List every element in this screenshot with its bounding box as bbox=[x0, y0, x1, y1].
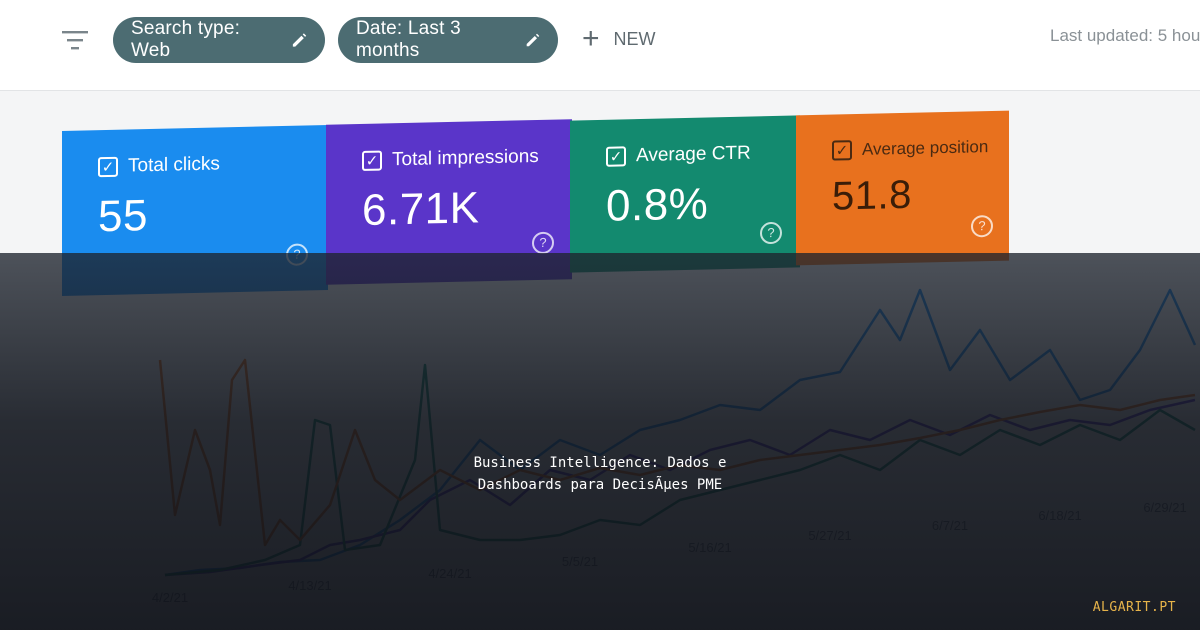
new-filter-button[interactable]: + NEW bbox=[582, 24, 656, 54]
metric-label: Average position bbox=[862, 137, 989, 159]
toolbar: Search type: Web Date: Last 3 months + N… bbox=[0, 0, 1200, 91]
plus-icon: + bbox=[582, 22, 600, 55]
metric-card-header: ✓ Average CTR bbox=[606, 141, 800, 167]
metric-value: 55 bbox=[98, 191, 148, 242]
metric-card-header: ✓ Average position bbox=[832, 137, 1009, 161]
checkbox-icon[interactable]: ✓ bbox=[606, 146, 626, 167]
date-chip[interactable]: Date: Last 3 months bbox=[338, 17, 558, 63]
headline-line-2: Dashboards para DecisÃµes PME bbox=[477, 477, 723, 493]
pencil-icon bbox=[292, 33, 307, 47]
metric-card-average-position[interactable]: ✓ Average position 51.8 ? bbox=[796, 110, 1009, 266]
last-updated-text: Last updated: 5 hours bbox=[1050, 26, 1200, 45]
help-icon: ? bbox=[971, 214, 993, 238]
search-type-chip[interactable]: Search type: Web bbox=[113, 17, 325, 63]
metric-label: Average CTR bbox=[636, 142, 751, 167]
metric-value: 51.8 bbox=[832, 172, 912, 219]
filter-icon[interactable] bbox=[60, 28, 90, 52]
search-type-chip-label: Search type: Web bbox=[131, 18, 241, 61]
pencil-icon bbox=[526, 33, 540, 47]
date-chip-label: Date: Last 3 months bbox=[356, 18, 461, 61]
help-icon[interactable]: ? bbox=[760, 221, 782, 245]
metric-label: Total impressions bbox=[392, 145, 539, 171]
headline-line-1: Business Intelligence: Dados e bbox=[473, 455, 727, 471]
metric-value: 6.71K bbox=[362, 183, 480, 235]
metric-card-average-ctr[interactable]: ✓ Average CTR 0.8% ? bbox=[570, 115, 800, 273]
checkbox-icon[interactable]: ✓ bbox=[362, 150, 382, 171]
dark-overlay bbox=[0, 253, 1200, 630]
new-filter-label: NEW bbox=[613, 28, 656, 49]
metric-card-header: ✓ Total clicks bbox=[98, 151, 328, 178]
help-icon[interactable]: ? bbox=[532, 231, 554, 255]
article-headline: Business Intelligence: Dados e Dashboard… bbox=[300, 452, 900, 496]
checkbox-icon[interactable]: ✓ bbox=[832, 140, 852, 161]
brand-logo-text: ALGARIT.PT bbox=[1092, 600, 1176, 615]
metric-label: Total clicks bbox=[128, 153, 220, 177]
checkbox-icon[interactable]: ✓ bbox=[98, 156, 118, 178]
metric-card-header: ✓ Total impressions bbox=[362, 145, 572, 172]
